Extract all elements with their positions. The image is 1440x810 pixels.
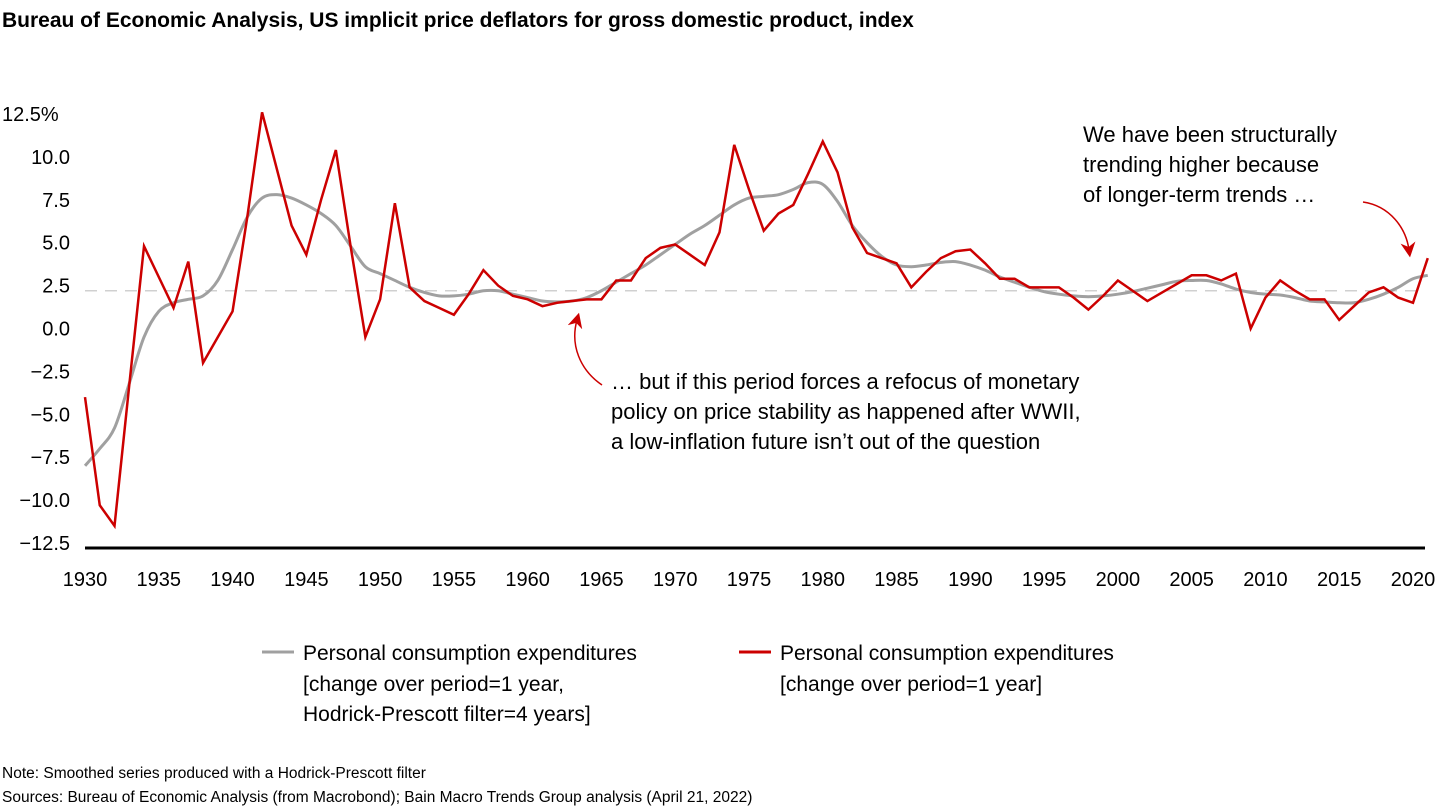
arrow-icon (1362, 201, 1416, 258)
x-tick-label: 1985 (874, 569, 919, 591)
legend-label-smoothed: Hodrick-Prescott filter=4 years] (303, 703, 591, 726)
annotation-structural-line: trending higher because (1083, 152, 1319, 177)
x-tick-label: 1975 (727, 569, 772, 591)
y-tick-label: −12.5 (19, 533, 70, 555)
x-tick-label: 1990 (948, 569, 993, 591)
x-tick-label: 1935 (137, 569, 182, 591)
legend: Personal consumption expenditures [chang… (262, 642, 1114, 726)
sources-text: Sources: Bureau of Economic Analysis (fr… (2, 789, 752, 806)
legend-label-annual: [change over period=1 year] (780, 673, 1042, 696)
x-tick-label: 2010 (1243, 569, 1288, 591)
x-tick-label: 1980 (801, 569, 846, 591)
y-tick-label: 7.5 (42, 190, 70, 212)
x-tick-label: 2015 (1317, 569, 1362, 591)
y-tick-label: −10.0 (19, 490, 70, 512)
y-tick-label: 0.0 (42, 319, 70, 341)
annotation-structural-line: of longer-term trends … (1083, 182, 1315, 207)
x-tick-label: 1965 (579, 569, 624, 591)
y-axis: 12.5% 10.0 7.5 5.0 2.5 0.0 −2.5 −5.0 −7.5 −10.0 −1… (2, 104, 70, 555)
series-line-smoothed (83, 180, 1429, 467)
legend-label-annual: Personal consumption expenditures (780, 642, 1114, 665)
annotation-post-war-line: … but if this period forces a refocus of… (611, 369, 1079, 394)
arrow-icon (567, 312, 603, 386)
series-group (83, 111, 1429, 530)
x-tick-label: 1940 (210, 569, 255, 591)
x-tick-label: 1960 (505, 569, 550, 591)
x-tick-label: 2005 (1169, 569, 1214, 591)
legend-label-smoothed: [change over period=1 year, (303, 673, 564, 696)
y-tick-label: 5.0 (42, 233, 70, 255)
annotation-post-war-line: a low-inflation future isn’t out of the … (611, 429, 1040, 454)
x-tick-label: 1995 (1022, 569, 1067, 591)
x-tick-label: 2020 (1391, 569, 1436, 591)
annotation-post-war-line: policy on price stability as happened af… (611, 399, 1081, 424)
x-tick-label: 1945 (284, 569, 329, 591)
legend-label-smoothed: Personal consumption expenditures (303, 642, 637, 665)
series-line-annual (83, 111, 1429, 530)
y-tick-label: 2.5 (42, 276, 70, 298)
x-tick-label: 2000 (1096, 569, 1141, 591)
annotation-structural-line: We have been structurally (1083, 122, 1337, 147)
x-axis: 1930 1935 1940 1945 1950 1955 1960 1965 1970 1975… (63, 569, 1436, 591)
y-tick-label: −7.5 (31, 447, 70, 469)
chart-title: Bureau of Economic Analysis, US implicit… (2, 9, 914, 32)
x-tick-label: 1970 (653, 569, 698, 591)
x-tick-label: 1955 (432, 569, 477, 591)
y-tick-label: 12.5% (2, 104, 59, 126)
note-text: Note: Smoothed series produced with a Ho… (2, 765, 426, 782)
y-tick-label: −5.0 (31, 404, 70, 426)
x-tick-label: 1930 (63, 569, 108, 591)
y-tick-label: 10.0 (31, 147, 70, 169)
x-tick-label: 1950 (358, 569, 403, 591)
y-tick-label: −2.5 (31, 361, 70, 383)
